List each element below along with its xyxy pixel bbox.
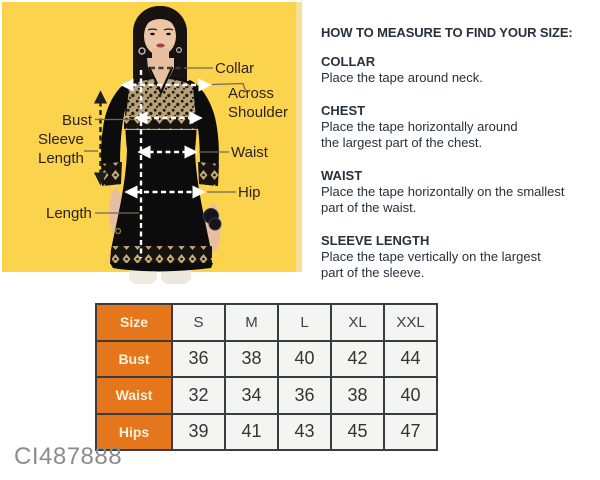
size-chart-header-cell: Size [95,303,173,342]
value-cell: 40 [383,376,438,415]
table-row: Bust 36 38 40 42 44 [95,339,438,378]
size-chart-table: Size S M L XL XXL Bust 36 38 40 42 44 Wa… [95,303,438,451]
value-cell: 41 [224,412,279,451]
row-label-cell: Waist [95,376,173,415]
instruction-section-waist: WAIST Place the tape horizontally on the… [321,167,589,217]
section-text: the largest part of the chest. [321,135,483,150]
figure-label-bust: Bust [61,112,92,129]
value-cell: 44 [383,339,438,378]
size-chart-header-cell: XXL [383,303,438,342]
value-cell: 32 [171,376,226,415]
measure-instructions: HOW TO MEASURE TO FIND YOUR SIZE: COLLAR… [321,24,589,297]
section-heading: COLLAR [321,54,376,69]
size-chart-header-cell: M [224,303,279,342]
size-chart-header-cell: L [277,303,332,342]
value-cell: 39 [171,412,226,451]
value-cell: 36 [171,339,226,378]
figure-label-sleeve-length: Sleeve Length [38,131,84,167]
value-cell: 38 [224,339,279,378]
figure-label-across-shoulder: Across Shoulder [228,85,289,121]
size-chart-header-cell: XL [330,303,385,342]
value-cell: 40 [277,339,332,378]
figure-label-collar: Collar [215,60,255,77]
measurement-figure-panel: Collar Across Shoulder Waist Hip Bust Sl… [0,0,303,286]
table-row: Hips 39 41 43 45 47 [95,412,438,451]
figure-label-waist: Waist [231,144,268,161]
instruction-section-collar: COLLAR Place the tape around neck. [321,53,589,87]
section-text: part of the waist. [321,200,417,215]
connector-lines [84,67,247,214]
value-cell: 38 [330,376,385,415]
table-row: Size S M L XL XXL [95,303,438,342]
instruction-section-sleeve-length: SLEEVE LENGTH Place the tape vertically … [321,232,589,282]
instruction-section-chest: CHEST Place the tape horizontally around… [321,102,589,152]
value-cell: 34 [224,376,279,415]
section-text: Place the tape horizontally around [321,118,518,134]
table-row: Waist 32 34 36 38 40 [95,376,438,415]
value-cell: 42 [330,339,385,378]
section-heading: SLEEVE LENGTH [321,232,430,248]
figure-label-hip: Hip [238,184,261,201]
size-chart-header-cell: S [171,303,226,342]
instructions-title: HOW TO MEASURE TO FIND YOUR SIZE: [321,25,573,40]
model-illustration [2,2,302,284]
value-cell: 43 [277,412,332,451]
section-text: Place the tape vertically on the largest [321,248,541,264]
section-text: Place the tape around neck. [321,70,483,85]
section-text: part of the sleeve. [321,265,425,280]
value-cell: 47 [383,412,438,451]
section-heading: CHEST [321,102,366,118]
value-cell: 45 [330,412,385,451]
section-text: Place the tape horizontally on the small… [321,183,565,199]
section-heading: WAIST [321,167,363,183]
value-cell: 36 [277,376,332,415]
row-label-cell: Bust [95,339,173,378]
product-code: CI487888 [14,443,123,470]
figure-label-length: Length [46,205,92,222]
row-label-cell: Hips [95,412,173,451]
measurement-lines [93,66,212,258]
